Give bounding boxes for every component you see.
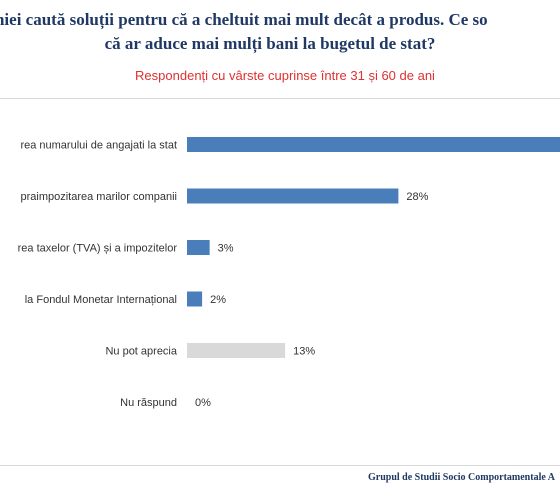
category-label: la Fondul Monetar Internațional <box>25 294 177 306</box>
value-label: 28% <box>406 191 428 203</box>
bar <box>187 137 560 152</box>
footer-divider <box>0 465 560 466</box>
value-label: 3% <box>218 243 234 255</box>
value-label: 13% <box>293 346 315 358</box>
chart-title-line-1: mâniei caută soluții pentru că a cheltui… <box>0 10 488 29</box>
category-label: rea taxelor (TVA) și a impozitelor <box>18 243 178 255</box>
category-label: Nu pot aprecia <box>105 346 177 358</box>
chart-subtitle: Respondenți cu vârste cuprinse între 31 … <box>135 68 435 83</box>
category-label: Nu răspund <box>120 397 177 409</box>
footer-source: Grupul de Studii Socio Comportamentale A <box>368 472 555 483</box>
value-label: 2% <box>210 294 226 306</box>
bar <box>187 240 210 255</box>
bar <box>187 291 203 307</box>
category-label: praimpozitarea marilor companii <box>20 191 177 203</box>
category-label: rea numarului de angajati la stat <box>20 140 177 152</box>
value-label: 0% <box>195 397 211 409</box>
chart-title-line-2: că ar aduce mai mulți bani la bugetul de… <box>104 34 436 53</box>
bar <box>187 343 286 358</box>
bar <box>187 188 399 204</box>
header-divider <box>0 98 560 99</box>
